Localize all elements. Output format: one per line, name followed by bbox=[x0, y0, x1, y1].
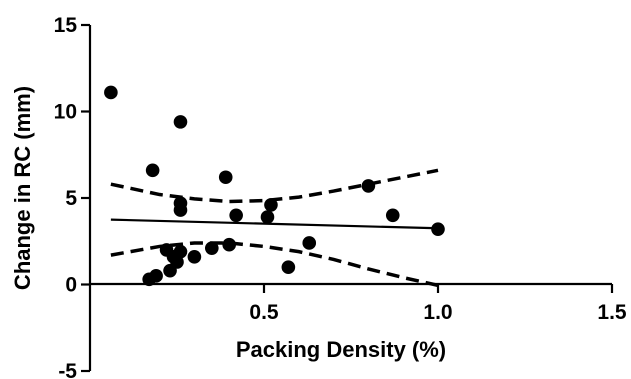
confidence-band-line bbox=[110, 168, 439, 204]
data-point bbox=[173, 115, 188, 129]
y-tick-label: 0 bbox=[65, 274, 77, 297]
data-point bbox=[149, 269, 163, 283]
data-point bbox=[431, 222, 445, 236]
x-axis-title: Packing Density (%) bbox=[236, 337, 446, 362]
data-point bbox=[260, 210, 275, 224]
data-point bbox=[173, 196, 188, 210]
regression-line bbox=[110, 218, 439, 230]
x-tick-label: 0.5 bbox=[249, 301, 279, 324]
axes: -5 0 5 10 15 0.5 1.0 1.5 bbox=[54, 14, 627, 379]
data-point bbox=[145, 163, 160, 178]
data-point bbox=[302, 236, 317, 250]
data-points bbox=[104, 85, 445, 287]
data-point bbox=[187, 250, 202, 264]
data-point bbox=[218, 170, 233, 185]
y-tick-label: 15 bbox=[54, 14, 78, 37]
data-point bbox=[281, 260, 296, 275]
y-tick-label: 10 bbox=[54, 101, 77, 124]
axis-labels: Packing Density (%) Change in RC (mm) bbox=[10, 86, 446, 362]
data-point bbox=[222, 237, 236, 252]
x-tick-label: 1.5 bbox=[597, 301, 627, 324]
x-tick-label: 1.0 bbox=[423, 301, 452, 324]
fit-lines bbox=[110, 168, 439, 288]
data-point bbox=[361, 179, 376, 193]
data-point bbox=[173, 244, 188, 259]
data-point bbox=[170, 255, 184, 269]
data-point bbox=[104, 85, 118, 100]
data-point bbox=[264, 198, 278, 212]
y-tick-label: 5 bbox=[65, 187, 77, 210]
data-point bbox=[229, 208, 243, 223]
data-point bbox=[205, 241, 219, 255]
data-point bbox=[385, 208, 400, 223]
y-tick-label: -5 bbox=[58, 360, 77, 379]
confidence-band-line bbox=[110, 241, 439, 288]
y-axis-title: Change in RC (mm) bbox=[10, 86, 35, 290]
